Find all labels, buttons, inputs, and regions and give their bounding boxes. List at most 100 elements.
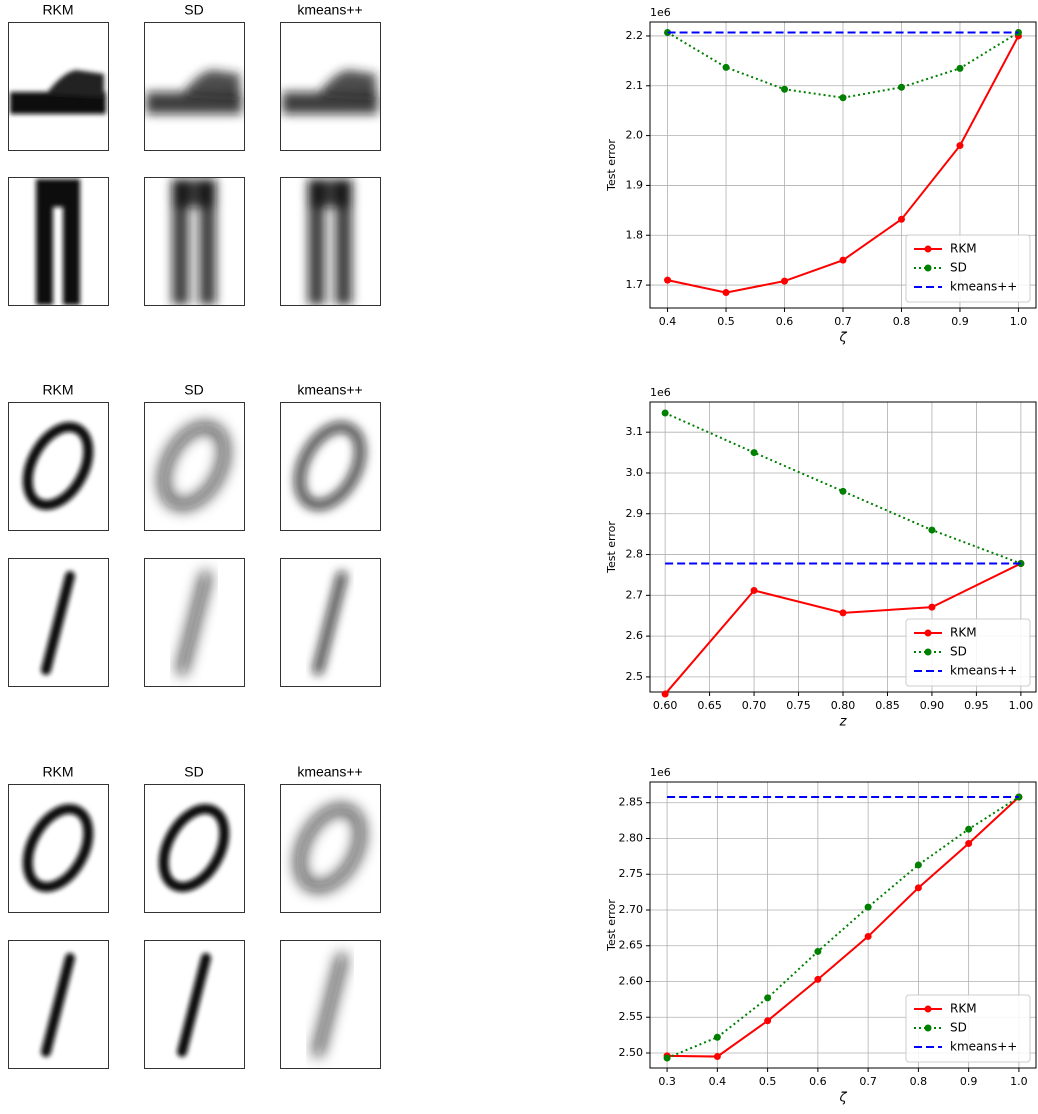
- trouser-leg: [308, 179, 325, 305]
- one-stroke: [177, 571, 211, 675]
- shoe-sole: [146, 92, 242, 114]
- x-tick-label: 1.0: [1010, 315, 1028, 328]
- trouser-leg: [172, 179, 189, 305]
- image-frame: [280, 784, 381, 913]
- point: [965, 839, 973, 847]
- point: [781, 277, 789, 285]
- point: [897, 83, 905, 91]
- y-tick-label: 2.60: [619, 974, 644, 987]
- shoe-sole: [10, 92, 106, 114]
- point: [713, 1053, 721, 1061]
- image: [294, 421, 366, 511]
- legend-marker: [924, 1024, 932, 1032]
- x-axis-label: ζ: [838, 331, 847, 346]
- legend-marker: [924, 245, 932, 253]
- image: [41, 953, 75, 1057]
- image: [282, 70, 378, 114]
- series-line: [666, 796, 1020, 1059]
- column-label: kmeans++: [297, 764, 362, 780]
- y-axis-label: Test error: [605, 899, 618, 952]
- trouser-leg: [63, 179, 80, 305]
- shoe-upper: [46, 70, 104, 97]
- y-tick-label: 2.65: [619, 939, 644, 952]
- y-tick-label: 2.85: [619, 796, 644, 809]
- image-frame: [8, 22, 109, 151]
- image: [22, 421, 94, 511]
- column-label: SD: [184, 382, 203, 398]
- point: [839, 609, 847, 617]
- point: [839, 487, 847, 495]
- point: [914, 861, 922, 869]
- x-tick-label: 0.8: [910, 1075, 928, 1088]
- y-tick-label: 2.50: [619, 1046, 644, 1059]
- column-label: RKM: [42, 382, 73, 398]
- y-tick-label: 2.6: [626, 629, 644, 642]
- shoe-upper: [182, 70, 240, 97]
- one-stroke: [313, 571, 347, 675]
- point: [914, 884, 922, 892]
- x-tick-label: 1.0: [1010, 1075, 1028, 1088]
- x-tick-label: 0.90: [920, 699, 945, 712]
- image-frame: [144, 784, 245, 913]
- point: [814, 947, 822, 955]
- x-tick-label: 0.80: [831, 699, 856, 712]
- image: [313, 571, 347, 675]
- point: [839, 94, 847, 102]
- y-tick-label: 2.7: [626, 588, 644, 601]
- point: [956, 142, 964, 150]
- column-label: SD: [184, 2, 203, 18]
- x-tick-label: 0.6: [809, 1075, 827, 1088]
- x-tick-label: 0.75: [786, 699, 811, 712]
- y-tick-label: 2.1: [626, 79, 644, 92]
- image: [172, 179, 216, 305]
- x-tick-label: 0.5: [717, 315, 735, 328]
- image-frame: [8, 402, 109, 531]
- image: [22, 803, 94, 893]
- shoe-upper: [318, 70, 376, 97]
- image: [294, 803, 366, 893]
- zero-stroke: [22, 803, 94, 893]
- image: [158, 421, 230, 511]
- point: [764, 1017, 772, 1025]
- legend-label: RKM: [950, 626, 977, 640]
- x-tick-label: 0.9: [960, 1075, 978, 1088]
- series-line: [667, 796, 1020, 1058]
- x-tick-label: 0.70: [742, 699, 767, 712]
- point: [722, 289, 730, 297]
- image: [146, 70, 242, 114]
- zero-stroke: [158, 421, 230, 511]
- image: [41, 571, 75, 675]
- plot-frame: [649, 21, 1037, 309]
- legend-label: SD: [950, 261, 967, 275]
- point: [814, 975, 822, 983]
- legend-box: [905, 994, 1031, 1063]
- legend-box: [905, 234, 1031, 303]
- point: [661, 690, 669, 698]
- legend-label: SD: [950, 1021, 967, 1035]
- point: [864, 903, 872, 911]
- image-frame: [8, 558, 109, 687]
- point: [928, 603, 936, 611]
- y-tick-label: 1.9: [626, 178, 644, 191]
- image-frame: [144, 177, 245, 306]
- x-tick-label: 0.9: [951, 315, 969, 328]
- image: [177, 953, 211, 1057]
- image-frame: [144, 558, 245, 687]
- point: [713, 1033, 721, 1041]
- point: [839, 256, 847, 264]
- column-label: kmeans++: [297, 382, 362, 398]
- point: [764, 994, 772, 1002]
- image-frame: [280, 177, 381, 306]
- y-tick-label: 3.0: [626, 466, 644, 479]
- image-frame: [144, 940, 245, 1069]
- y-tick-label: 2.0: [626, 129, 644, 142]
- legend-box: [905, 618, 1031, 687]
- legend-label: kmeans++: [950, 280, 1017, 294]
- point: [956, 64, 964, 72]
- column-label: kmeans++: [297, 2, 362, 18]
- x-tick-label: 0.4: [709, 1075, 727, 1088]
- x-tick-label: 0.5: [759, 1075, 777, 1088]
- point: [664, 276, 672, 284]
- legend-marker: [924, 648, 932, 656]
